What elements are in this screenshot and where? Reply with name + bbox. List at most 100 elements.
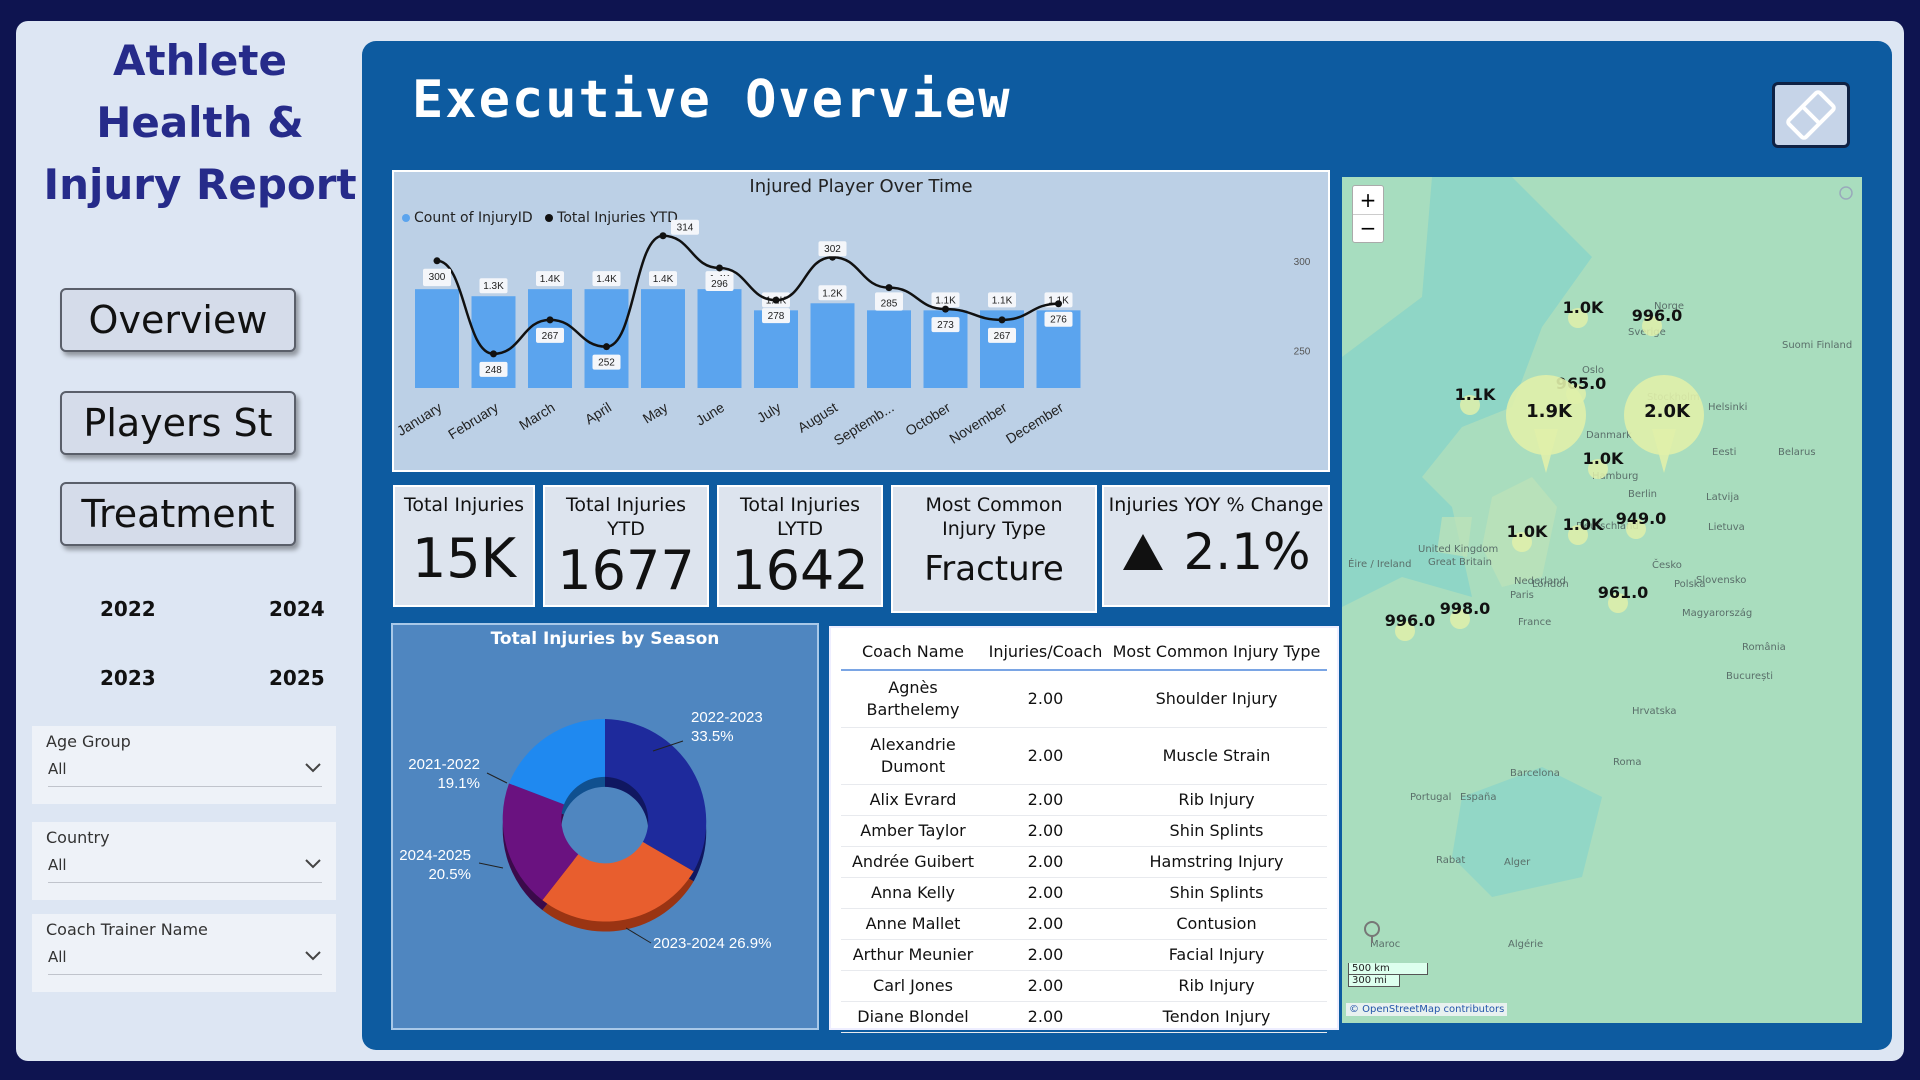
table-cell: 2.00 bbox=[985, 877, 1106, 909]
table-row[interactable]: Anna Kelly 2.00 Shin Splints bbox=[841, 877, 1327, 909]
zoom-in-button[interactable]: + bbox=[1359, 188, 1377, 212]
map-bubble[interactable] bbox=[1460, 395, 1480, 415]
nav-treatment-button[interactable]: Treatment bbox=[60, 482, 296, 546]
map-place-label: London bbox=[1532, 579, 1569, 590]
zoom-out-button[interactable]: − bbox=[1353, 214, 1383, 243]
year-2025-button[interactable]: 2025 bbox=[269, 666, 325, 690]
bar-mark[interactable] bbox=[697, 289, 742, 388]
line-point[interactable] bbox=[490, 350, 497, 358]
map-bubble[interactable] bbox=[1506, 375, 1586, 473]
kpi-value: 1642 bbox=[731, 539, 869, 602]
map-place-label: Roma bbox=[1613, 757, 1642, 768]
donut-slice[interactable] bbox=[508, 719, 605, 805]
donut-slice[interactable] bbox=[542, 841, 694, 922]
bar-mark[interactable] bbox=[584, 289, 629, 388]
kpi-yoy-change: Injuries YOY % Change 2.1% bbox=[1102, 485, 1330, 607]
slice-label: 2022-2023 bbox=[691, 709, 763, 726]
map-bubble[interactable] bbox=[1512, 532, 1532, 552]
year-2022-button[interactable]: 2022 bbox=[100, 597, 156, 621]
table-row[interactable]: Diane Blondel 2.00 Tendon Injury bbox=[841, 1001, 1327, 1033]
table-cell: Rib Injury bbox=[1105, 784, 1327, 816]
line-point[interactable] bbox=[998, 316, 1006, 324]
year-2024-button[interactable]: 2024 bbox=[269, 597, 325, 621]
line-point[interactable] bbox=[546, 316, 554, 324]
kpi-total-injuries: Total Injuries 15K bbox=[393, 485, 535, 607]
x-tick-label: Septemb... bbox=[831, 399, 897, 448]
x-tick-label: June bbox=[693, 399, 727, 429]
injury-map[interactable]: NorgeSverigeOsloStockholmHelsinkiEestiLa… bbox=[1342, 177, 1862, 1023]
map-bubble[interactable] bbox=[1450, 609, 1470, 629]
map-bubble[interactable] bbox=[1608, 593, 1628, 613]
zoom-control: + − bbox=[1352, 185, 1384, 243]
map-place-label: Latvija bbox=[1706, 492, 1740, 503]
line-point[interactable] bbox=[772, 296, 780, 304]
line-point[interactable] bbox=[1055, 300, 1062, 308]
line-point[interactable] bbox=[433, 257, 441, 265]
map-place-label: Hamburg bbox=[1592, 471, 1639, 482]
map-bubble[interactable] bbox=[1568, 308, 1588, 328]
table-row[interactable]: Agnès Barthelemy 2.00 Shoulder Injury bbox=[841, 670, 1327, 728]
map-bubble-label: 1.0K bbox=[1506, 522, 1548, 541]
line-point[interactable] bbox=[942, 305, 949, 313]
line-point[interactable] bbox=[885, 284, 893, 292]
map-bubble[interactable] bbox=[1568, 525, 1588, 545]
chart-legend: Count of InjuryID Total Injuries YTD bbox=[402, 210, 678, 226]
map-bubble[interactable] bbox=[1624, 375, 1704, 473]
table-row[interactable]: Alix Evrard 2.00 Rib Injury bbox=[841, 784, 1327, 816]
legend-swatch bbox=[402, 214, 410, 222]
map-bubble[interactable] bbox=[1588, 459, 1608, 479]
nav-overview-button[interactable]: Overview bbox=[60, 288, 296, 352]
edit-button[interactable] bbox=[1772, 82, 1850, 148]
year-2023-button[interactable]: 2023 bbox=[100, 666, 156, 690]
table-cell: 2.00 bbox=[985, 939, 1106, 971]
bar-data-label: 1.4K bbox=[653, 274, 674, 285]
bar-data-label: 1.1K bbox=[935, 295, 956, 306]
column-header[interactable]: Most Common Injury Type bbox=[1105, 628, 1327, 671]
map-bubble[interactable] bbox=[1642, 316, 1662, 336]
coach-trainer-dropdown[interactable]: All bbox=[48, 948, 322, 975]
scale-mi: 300 mi bbox=[1348, 975, 1400, 987]
map-place-label: Belarus bbox=[1778, 447, 1816, 458]
line-data-label: 248 bbox=[485, 365, 502, 376]
location-pin-icon[interactable] bbox=[1360, 919, 1384, 945]
table-row[interactable]: Arthur Meunier 2.00 Facial Injury bbox=[841, 939, 1327, 971]
bar-mark[interactable] bbox=[810, 303, 855, 388]
kpi-total-injuries-lytd: Total Injuries LYTD 1642 bbox=[717, 485, 883, 607]
x-tick-label: April bbox=[582, 399, 614, 427]
bar-mark[interactable] bbox=[415, 289, 459, 388]
help-icon[interactable] bbox=[1838, 185, 1854, 201]
bar-mark[interactable] bbox=[867, 310, 911, 388]
line-data-label: 267 bbox=[542, 331, 559, 342]
legend-label: Count of InjuryID bbox=[414, 210, 533, 226]
line-label-bg bbox=[1044, 311, 1073, 327]
table-row[interactable]: Amber Taylor 2.00 Shin Splints bbox=[841, 815, 1327, 847]
table-row[interactable]: Carl Jones 2.00 Rib Injury bbox=[841, 970, 1327, 1002]
chevron-down-icon bbox=[305, 951, 321, 961]
line-point[interactable] bbox=[603, 343, 610, 351]
table-row[interactable]: Andrée Guibert 2.00 Hamstring Injury bbox=[841, 846, 1327, 878]
bar-mark[interactable] bbox=[754, 310, 798, 388]
donut-slice[interactable] bbox=[502, 783, 579, 901]
map-bubble-tip bbox=[1534, 429, 1558, 473]
nav-players-button[interactable]: Players St bbox=[60, 391, 296, 455]
map-bubble[interactable] bbox=[1626, 519, 1646, 539]
map-bubble[interactable] bbox=[1395, 621, 1415, 641]
column-header[interactable]: Injuries/Coach bbox=[985, 628, 1106, 671]
table-cell: Arthur Meunier bbox=[841, 939, 985, 971]
table-row[interactable]: Anne Mallet 2.00 Contusion bbox=[841, 908, 1327, 940]
age-group-dropdown[interactable]: All bbox=[48, 760, 322, 787]
column-header[interactable]: Coach Name bbox=[841, 628, 985, 671]
line-point[interactable] bbox=[659, 232, 667, 240]
map-place-label: Maroc bbox=[1370, 939, 1401, 950]
table-row[interactable]: Alexandrie Dumont 2.00 Muscle Strain bbox=[841, 727, 1327, 785]
donut-slice[interactable] bbox=[605, 719, 707, 872]
map-place-label: United Kingdom bbox=[1418, 544, 1499, 555]
line-point[interactable] bbox=[716, 264, 723, 272]
map-place-label: France bbox=[1518, 617, 1552, 628]
bar-mark[interactable] bbox=[641, 289, 685, 388]
map-bubble-label: 1.0K bbox=[1562, 298, 1604, 317]
table-cell: 2.00 bbox=[985, 784, 1106, 816]
country-dropdown[interactable]: All bbox=[48, 856, 322, 883]
y2-tick-label: 300 bbox=[1294, 257, 1311, 268]
table-cell: Facial Injury bbox=[1105, 939, 1327, 971]
